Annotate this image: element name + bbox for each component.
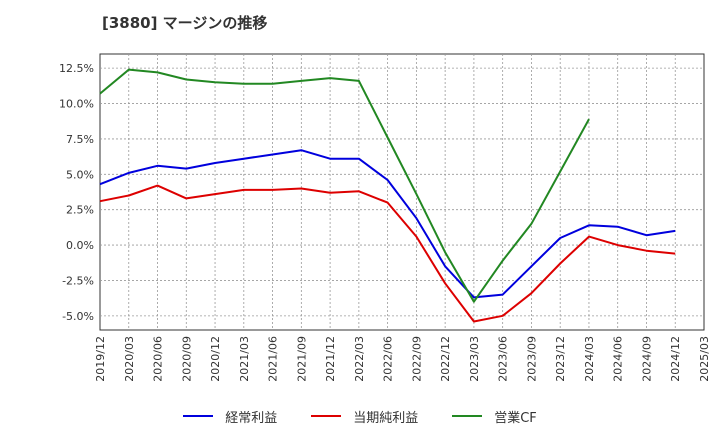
x-tick-label: 2023/09 <box>525 336 538 382</box>
y-tick-label: 7.5% <box>66 133 94 146</box>
y-tick-label: 2.5% <box>66 204 94 217</box>
legend-swatch <box>452 415 483 417</box>
legend-swatch <box>311 415 342 417</box>
x-tick-label: 2020/12 <box>209 336 222 382</box>
x-tick-label: 2021/12 <box>324 336 337 382</box>
y-tick-labels: 12.5% 10.0% 7.5% 5.0% 2.5% 0.0% -2.5% -5.0% <box>59 62 94 323</box>
x-tick-label: 2021/09 <box>295 336 308 382</box>
legend-label: 当期純利益 <box>353 410 419 426</box>
x-tick-label: 2023/03 <box>468 336 481 382</box>
y-tick-label: 12.5% <box>59 62 94 75</box>
plot-area <box>99 53 705 331</box>
x-tick-label: 2022/03 <box>353 336 366 382</box>
x-tick-label: 2020/09 <box>180 336 193 382</box>
series-lines <box>99 68 676 323</box>
legend-item-3: 営業CF <box>452 407 537 426</box>
x-tick-label: 2025/03 <box>698 336 711 382</box>
chart-title: [3880] マージンの推移 <box>102 14 268 32</box>
x-tick-label: 2023/12 <box>554 336 567 382</box>
legend-label: 経常利益 <box>225 410 278 426</box>
legend-swatch <box>183 415 214 417</box>
legend-item-1: 経常利益 <box>183 407 277 426</box>
y-tick-label: -2.5% <box>62 274 94 287</box>
series-line-3 <box>99 68 590 303</box>
x-tick-label: 2020/06 <box>152 336 165 382</box>
y-tick-label: 10.0% <box>59 98 94 111</box>
y-tick-label: 5.0% <box>66 168 94 181</box>
x-tick-label: 2022/12 <box>439 336 452 382</box>
x-tick-label: 2022/09 <box>410 336 423 382</box>
series-line-2 <box>99 184 676 323</box>
legend-label: 営業CF <box>494 410 537 426</box>
x-tick-label: 2019/12 <box>94 336 107 382</box>
series-line-1 <box>99 149 676 299</box>
x-tick-labels: 2019/12 2020/03 2020/06 2020/09 2020/12 2021/… <box>94 336 711 382</box>
x-tick-label: 2024/12 <box>669 336 682 382</box>
x-tick-label: 2024/06 <box>612 336 625 382</box>
y-tick-label: 0.0% <box>66 239 94 252</box>
legend-item-2: 当期純利益 <box>311 407 418 426</box>
legend: 経常利益 当期純利益 営業CF <box>0 404 720 428</box>
x-tick-label: 2020/03 <box>123 336 136 382</box>
x-tick-label: 2024/03 <box>583 336 596 382</box>
x-tick-label: 2021/03 <box>238 336 251 382</box>
x-tick-label: 2021/06 <box>267 336 280 382</box>
x-tick-label: 2022/06 <box>382 336 395 382</box>
x-tick-label: 2023/06 <box>497 336 510 382</box>
y-tick-label: -5.0% <box>62 310 94 323</box>
x-tick-label: 2024/09 <box>640 336 653 382</box>
